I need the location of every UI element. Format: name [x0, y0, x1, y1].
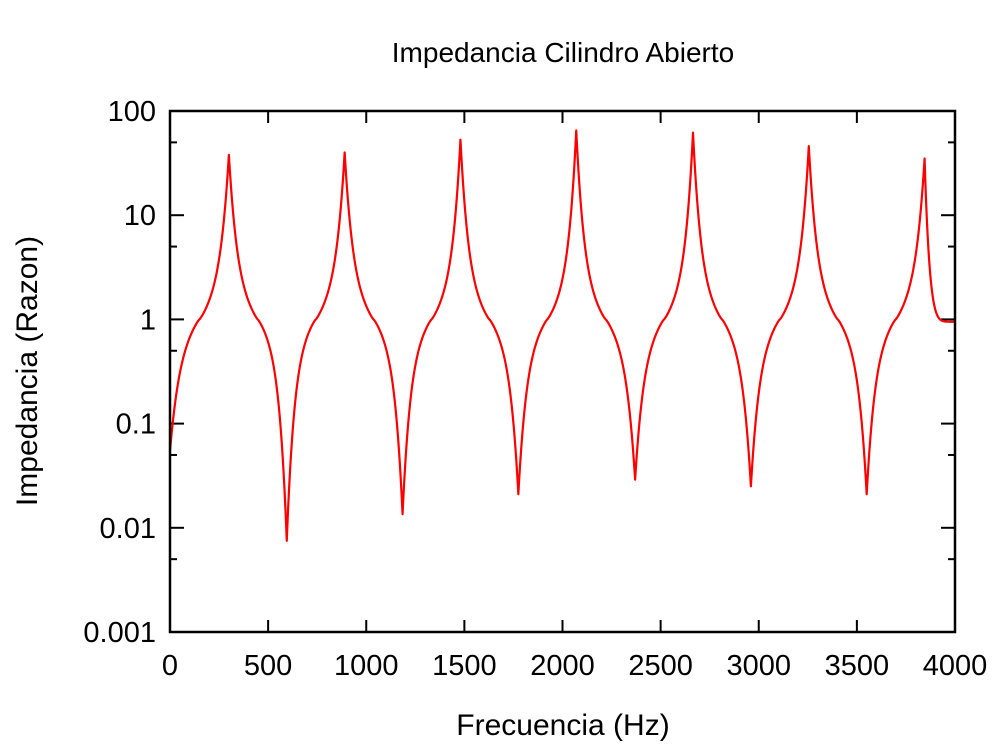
x-tick-label: 4000: [923, 650, 988, 682]
y-tick-label: 0.01: [100, 513, 156, 545]
x-tick-label: 2500: [628, 650, 693, 682]
y-tick-label: 1: [140, 304, 156, 336]
plot-frame: [168, 109, 957, 634]
axis-ticks: [169, 110, 956, 633]
x-tick-labels: 0 500 1000 1500 2000 2500 3000 3500 4000: [162, 650, 987, 682]
x-tick-label: 500: [244, 650, 292, 682]
impedance-series-line: [168, 129, 956, 542]
x-tick-label: 3000: [726, 650, 791, 682]
chart-title: Impedancia Cilindro Abierto: [392, 37, 734, 68]
y-tick-label: 0.1: [116, 409, 156, 441]
x-tick-label: 1500: [432, 650, 497, 682]
x-tick-label: 1000: [334, 650, 399, 682]
x-tick-label: 3500: [825, 650, 890, 682]
x-tick-label: 2000: [530, 650, 595, 682]
y-tick-labels: 0.001 0.01 0.1 1 10 100: [83, 96, 156, 649]
y-tick-label: 10: [124, 200, 156, 232]
y-axis-label: Impedancia (Razon): [11, 236, 44, 506]
x-tick-label: 0: [162, 650, 178, 682]
x-axis-label: Frecuencia (Hz): [456, 709, 669, 742]
y-tick-label: 0.001: [83, 617, 156, 649]
y-tick-label: 100: [108, 96, 156, 128]
